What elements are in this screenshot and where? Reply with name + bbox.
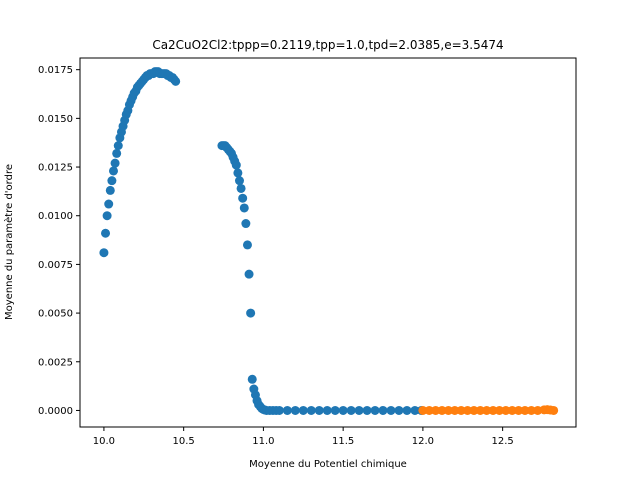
data-point-series-2 — [418, 405, 428, 415]
data-point-series-2 — [549, 405, 559, 415]
data-point-series-1 — [274, 405, 284, 415]
data-point-series-1 — [102, 211, 112, 221]
x-tick-label: 12.5 — [492, 436, 514, 447]
data-point-series-1 — [231, 160, 241, 170]
data-point-series-2 — [514, 405, 524, 415]
data-point-series-1 — [101, 228, 111, 238]
data-point-series-1 — [386, 405, 396, 415]
data-point-series-1 — [239, 203, 249, 213]
data-point-series-2 — [450, 405, 460, 415]
data-point-series-1 — [378, 405, 388, 415]
data-point-series-1 — [338, 405, 348, 415]
data-points — [99, 67, 559, 415]
data-point-series-1 — [322, 405, 332, 415]
x-tick-label: 10.5 — [173, 436, 195, 447]
x-tick-label: 11.0 — [252, 436, 274, 447]
data-point-series-2 — [494, 405, 504, 415]
x-axis-ticks: 10.0 10.5 11.0 11.5 12.0 12.5 — [93, 427, 514, 447]
data-point-series-2 — [520, 405, 530, 415]
data-point-series-1 — [354, 405, 364, 415]
data-point-series-1 — [113, 141, 123, 151]
data-point-series-1 — [370, 405, 380, 415]
plot-area — [80, 58, 576, 427]
data-point-series-1 — [107, 176, 117, 186]
data-point-series-1 — [99, 248, 109, 258]
data-point-series-1 — [330, 405, 340, 415]
y-tick-label: 0.0075 — [38, 260, 73, 271]
data-point-series-1 — [242, 240, 252, 250]
data-point-series-2 — [488, 405, 498, 415]
chart-title: Ca2CuO2Cl2:tppp=0.2119,tpp=1.0,tpd=2.038… — [152, 38, 503, 52]
data-point-series-2 — [507, 405, 517, 415]
x-tick-label: 12.0 — [412, 436, 434, 447]
y-axis-ticks: 0.0000 0.0025 0.0050 0.0075 0.0100 0.0125 0.01… — [38, 65, 80, 417]
data-point-series-1 — [104, 199, 114, 209]
plot-frame — [79, 57, 577, 428]
data-point-series-2 — [443, 405, 453, 415]
data-point-series-1 — [233, 168, 243, 178]
y-tick-label: 0.0125 — [38, 163, 73, 174]
data-point-series-1 — [236, 183, 246, 193]
data-point-series-1 — [306, 405, 316, 415]
y-tick-label: 0.0050 — [38, 309, 73, 320]
data-point-series-2 — [482, 405, 492, 415]
data-point-series-1 — [402, 405, 412, 415]
data-point-series-1 — [410, 405, 420, 415]
y-tick-label: 0.0175 — [38, 65, 73, 76]
data-point-series-2 — [475, 405, 485, 415]
data-point-series-2 — [424, 405, 434, 415]
data-point-series-1 — [290, 405, 300, 415]
data-point-series-2 — [437, 405, 447, 415]
x-tick-label: 11.5 — [332, 436, 354, 447]
data-point-series-1 — [171, 76, 181, 86]
data-point-series-1 — [246, 308, 256, 318]
y-tick-label: 0.0000 — [38, 406, 73, 417]
data-point-series-1 — [112, 148, 122, 158]
y-tick-label: 0.0100 — [38, 211, 73, 222]
y-tick-label: 0.0150 — [38, 114, 73, 125]
y-axis-label: Moyenne du paramètre d'ordre — [3, 164, 15, 320]
data-point-series-1 — [234, 176, 244, 186]
data-point-series-1 — [394, 405, 404, 415]
data-point-series-1 — [314, 405, 324, 415]
data-point-series-1 — [244, 269, 254, 279]
data-point-series-1 — [362, 405, 372, 415]
y-tick-label: 0.0025 — [38, 357, 73, 368]
data-point-series-1 — [298, 405, 308, 415]
data-point-series-2 — [463, 405, 473, 415]
data-point-series-2 — [469, 405, 479, 415]
data-point-series-1 — [247, 374, 257, 384]
data-point-series-2 — [501, 405, 511, 415]
data-point-series-1 — [110, 158, 120, 168]
data-point-series-1 — [238, 193, 248, 203]
data-point-series-1 — [346, 405, 356, 415]
data-point-series-2 — [456, 405, 466, 415]
data-point-series-1 — [282, 405, 292, 415]
x-tick-label: 10.0 — [93, 436, 115, 447]
data-point-series-1 — [105, 185, 115, 195]
data-point-series-2 — [526, 405, 536, 415]
data-point-series-2 — [431, 405, 441, 415]
data-point-series-1 — [108, 166, 118, 176]
data-point-series-1 — [241, 219, 251, 229]
x-axis-label: Moyenne du Potentiel chimique — [249, 459, 407, 470]
